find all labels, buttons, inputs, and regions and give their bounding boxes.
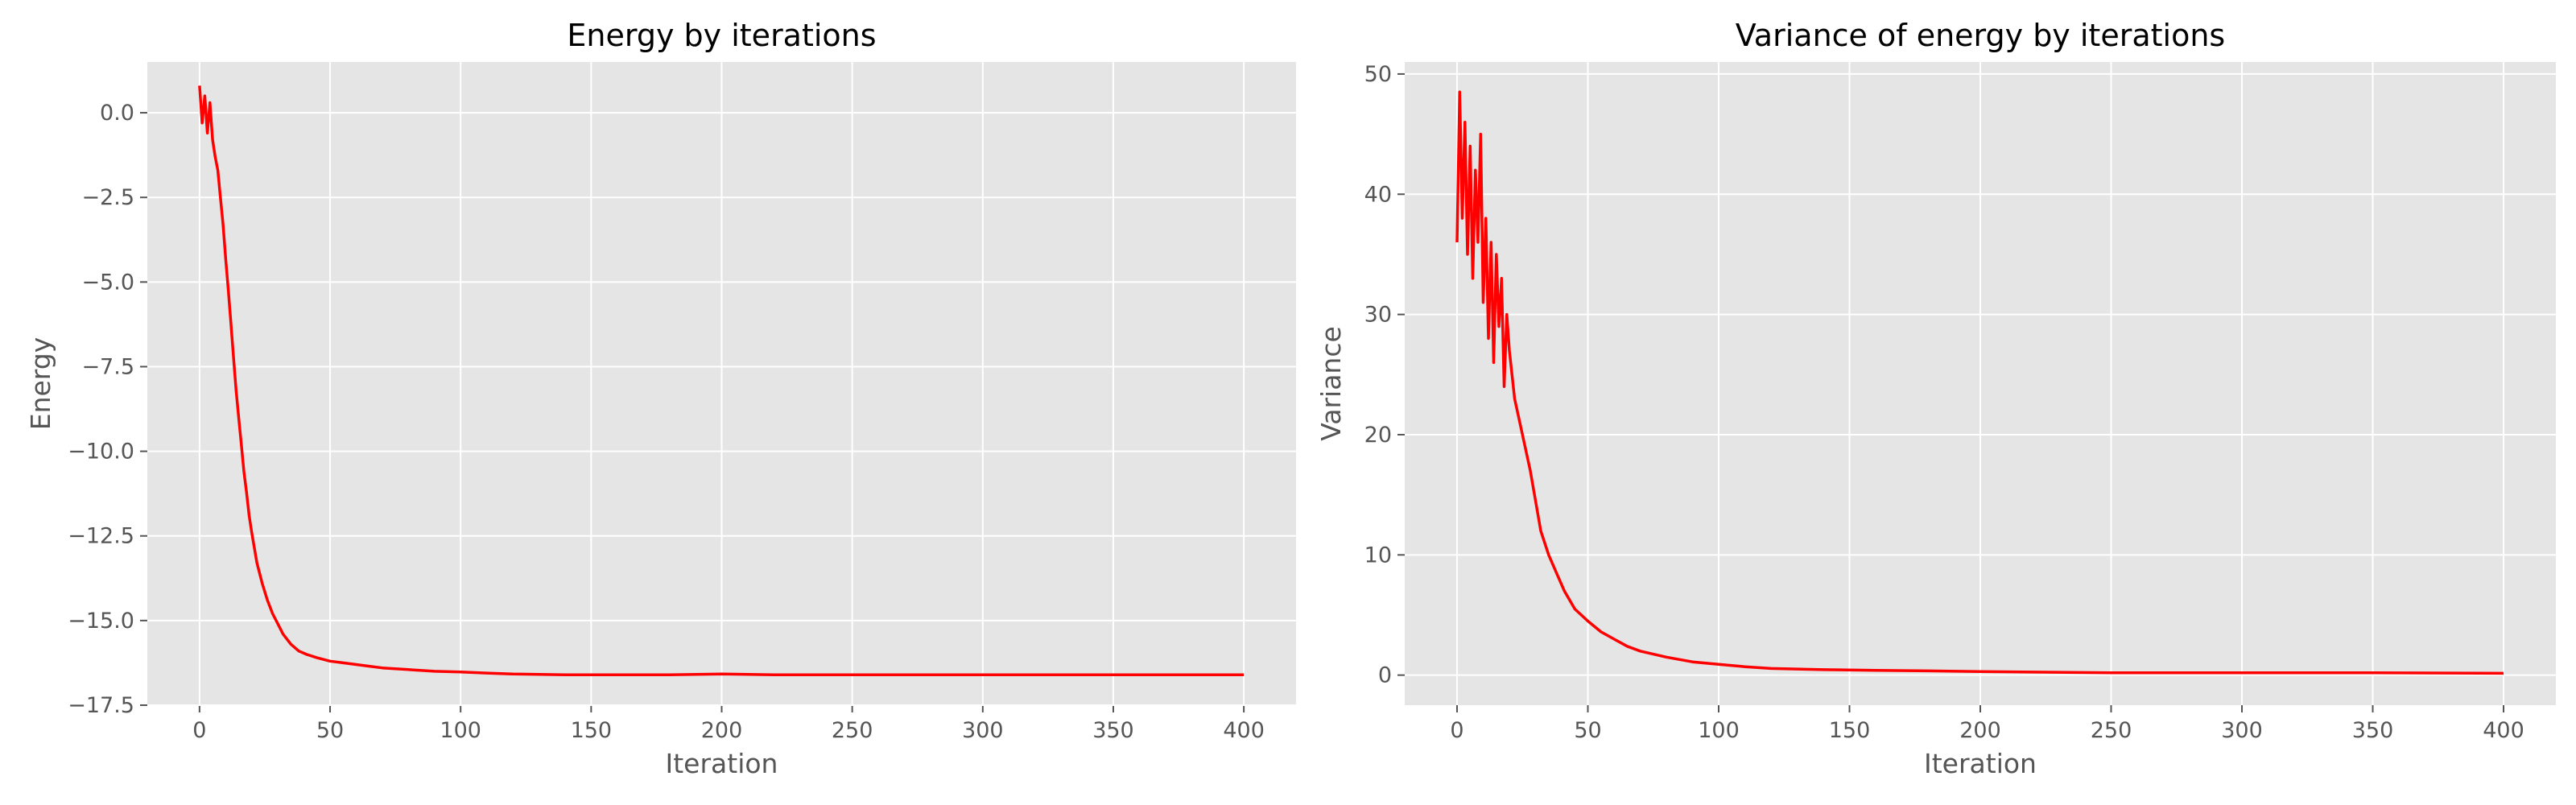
y-tick-label: 30 (1364, 303, 1392, 328)
y-tick-label: −2.5 (81, 185, 134, 210)
x-tick-label: 350 (2352, 718, 2394, 743)
y-tick-label: −17.5 (68, 693, 134, 718)
x-tick-label: 400 (1223, 718, 1265, 743)
variance-chart: 0 50 100 150 200 250 300 350 400 0 10 20 30 40 50 Varia… (1315, 18, 2556, 779)
x-tick-label: 350 (1092, 718, 1134, 743)
x-tick-label: 100 (1698, 718, 1740, 743)
y-tick-label: −15.0 (68, 609, 134, 634)
series-line (198, 85, 1245, 676)
energy-chart: 0 50 100 150 200 250 300 350 400 0.0 −2.5 −5.0 −7.5 −… (25, 18, 1296, 779)
chart-title: Variance of energy by iterations (1736, 18, 2225, 53)
x-tick-label: 300 (962, 718, 1004, 743)
x-tick-label: 50 (316, 718, 344, 743)
x-tick-label: 0 (192, 718, 206, 743)
series-line (1455, 90, 2504, 675)
x-tick-label: 400 (2483, 718, 2524, 743)
y-tick-label: −12.5 (68, 524, 134, 549)
x-axis-label: Iteration (666, 748, 778, 779)
x-axis-label: Iteration (1924, 748, 2037, 779)
x-tick-label: 250 (2091, 718, 2132, 743)
x-tick-label: 150 (1829, 718, 1871, 743)
x-tick-label: 250 (832, 718, 873, 743)
x-tick-label: 50 (1574, 718, 1601, 743)
x-tick-label: 0 (1450, 718, 1463, 743)
x-tick-label: 200 (1959, 718, 2001, 743)
y-tick-label: −5.0 (81, 270, 134, 295)
y-axis-label: Energy (25, 337, 56, 431)
y-tick-label: 40 (1364, 182, 1392, 207)
x-tick-label: 200 (701, 718, 743, 743)
y-axis-label: Variance (1315, 326, 1347, 441)
y-tick-label: −7.5 (81, 354, 134, 379)
x-tick-label: 150 (571, 718, 613, 743)
x-tick-label: 300 (2221, 718, 2263, 743)
y-tick-label: 0.0 (100, 101, 134, 126)
y-tick-label: 50 (1364, 62, 1392, 87)
y-tick-label: 0 (1378, 663, 1392, 688)
y-tick-label: 20 (1364, 423, 1392, 448)
y-tick-label: −10.0 (68, 440, 134, 464)
y-tick-label: 10 (1364, 543, 1392, 568)
x-tick-label: 100 (440, 718, 481, 743)
chart-title: Energy by iterations (567, 18, 876, 53)
